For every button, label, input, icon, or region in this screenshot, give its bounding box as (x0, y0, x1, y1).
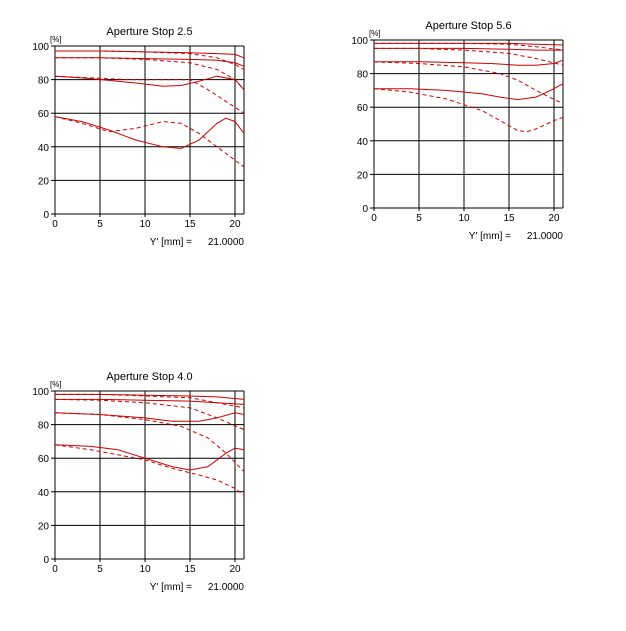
y-tick-label: 0 (362, 204, 368, 215)
mtf-curve-solid (55, 57, 245, 67)
image-height-value: 21.0000 (527, 231, 564, 242)
mtf-curve-dashed (55, 393, 245, 409)
x-tick-label: 0 (371, 213, 377, 224)
y-tick-label: 100 (32, 387, 49, 398)
mtf-curve-solid (374, 59, 564, 66)
y-tick-label: 20 (38, 176, 50, 187)
y-tick-label: 40 (38, 488, 50, 499)
x-tick-label: 15 (503, 213, 515, 224)
x-tick-label: 20 (229, 564, 241, 575)
mtf-chart-2: Aperture Stop 5.6 [%] 0 20 40 60 80 100 0 5 10 15 20… (351, 20, 564, 242)
mtf-curve-dashed (55, 50, 245, 70)
x-tick-label: 0 (52, 219, 58, 230)
mtf-curve-solid (55, 398, 245, 405)
mtf-curve-dashed (374, 42, 564, 51)
y-tick-label: 60 (357, 103, 369, 114)
mtf-curve-dashed (54, 398, 245, 431)
x-tick-label: 20 (229, 219, 241, 230)
y-tick-label: 80 (38, 421, 50, 432)
mtf-curve-dashed (373, 61, 564, 105)
y-tick-label: 0 (43, 555, 49, 566)
image-height-value: 21.0000 (208, 582, 245, 593)
mtf-curve-dashed (54, 412, 245, 472)
y-tick-label: 80 (357, 70, 369, 81)
x-tick-label: 10 (139, 219, 151, 230)
x-tick-label: 5 (416, 213, 422, 224)
x-tick-label: 5 (97, 219, 103, 230)
mtf-curve-dashed (54, 116, 245, 168)
x-tick-label: 15 (184, 564, 196, 575)
y-unit-label: [%] (369, 29, 381, 38)
mtf-curve-solid (374, 83, 564, 101)
mtf-chart-1: Aperture Stop 2.5 [%] 0 20 40 60 80 100 0 5 10 15 20… (32, 26, 245, 248)
mtf-chart-3: Aperture Stop 4.0 [%] 0 20 40 60 80 100 0 5 10 15 20… (32, 371, 245, 593)
y-tick-label: 60 (38, 454, 50, 465)
x-tick-label: 20 (548, 213, 560, 224)
y-tick-label: 100 (32, 42, 49, 53)
x-tick-label: 10 (139, 564, 151, 575)
y-unit-label: [%] (50, 380, 62, 389)
mtf-curve-dashed (373, 88, 564, 133)
x-tick-label: 0 (52, 564, 58, 575)
mtf-curve-solid (55, 393, 245, 400)
image-height-value: 21.0000 (208, 237, 245, 248)
chart-title: Aperture Stop 2.5 (106, 26, 192, 38)
y-tick-label: 20 (38, 521, 50, 532)
mtf-curve-solid (54, 116, 245, 150)
y-tick-label: 0 (43, 210, 49, 221)
mtf-curve-dashed (54, 75, 245, 114)
chart-title: Aperture Stop 4.0 (106, 371, 192, 383)
x-tick-label: 5 (97, 564, 103, 575)
image-height-label: Y' [mm] = (469, 231, 511, 242)
y-tick-label: 100 (351, 36, 368, 47)
y-tick-label: 80 (38, 76, 50, 87)
mtf-curve-solid (54, 75, 245, 91)
image-height-label: Y' [mm] = (150, 582, 192, 593)
x-tick-label: 15 (184, 219, 196, 230)
image-height-label: Y' [mm] = (150, 237, 192, 248)
y-tick-label: 40 (38, 143, 50, 154)
chart-title: Aperture Stop 5.6 (425, 20, 511, 32)
y-tick-label: 60 (38, 109, 50, 120)
y-tick-label: 40 (357, 137, 369, 148)
mtf-curve-dashed (374, 47, 564, 66)
mtf-curve-solid (54, 444, 245, 471)
x-tick-label: 10 (458, 213, 470, 224)
mtf-curve-dashed (54, 444, 245, 496)
y-unit-label: [%] (50, 35, 62, 44)
y-tick-label: 20 (357, 170, 369, 181)
